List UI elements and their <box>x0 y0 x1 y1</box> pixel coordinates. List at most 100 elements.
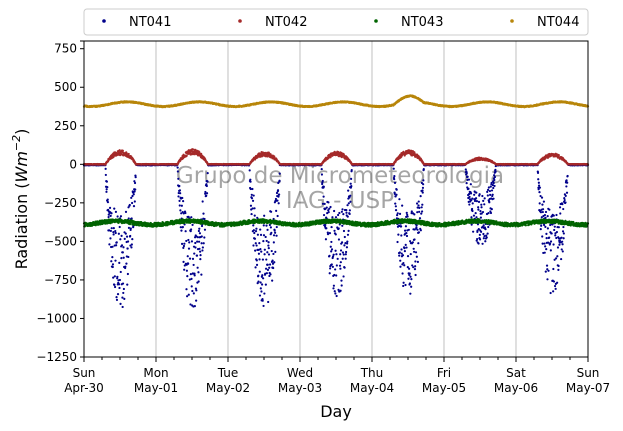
data-point-nt041 <box>393 175 396 178</box>
legend-marker-nt041 <box>102 19 106 23</box>
data-point-nt041 <box>399 265 402 268</box>
data-point-nt041 <box>546 268 549 271</box>
data-point-nt041 <box>464 168 467 171</box>
data-point-nt041 <box>344 253 347 256</box>
plot-series <box>82 94 590 309</box>
data-point-nt041 <box>187 247 191 250</box>
data-point-nt041 <box>342 229 346 233</box>
data-point-nt041 <box>124 210 128 213</box>
data-point-nt041 <box>176 170 179 173</box>
data-point-nt041 <box>324 223 327 227</box>
data-point-nt041 <box>201 200 204 203</box>
data-point-nt041 <box>346 240 349 243</box>
data-point-nt041 <box>549 223 552 227</box>
data-point-nt041 <box>412 266 415 269</box>
data-point-nt041 <box>483 203 486 206</box>
data-point-nt041 <box>392 167 395 170</box>
data-point-nt041 <box>393 192 396 195</box>
data-point-nt041 <box>334 249 337 252</box>
data-point-nt041 <box>401 272 404 275</box>
data-point-nt041 <box>394 205 397 208</box>
data-point-nt041 <box>476 237 479 241</box>
data-point-nt041 <box>408 272 411 275</box>
data-point-nt041 <box>328 232 332 235</box>
data-point-nt041 <box>413 250 416 253</box>
data-point-nt041 <box>188 257 192 260</box>
data-point-nt041 <box>546 227 549 230</box>
data-point-nt041 <box>421 210 424 213</box>
data-point-nt041 <box>105 180 108 183</box>
data-point-nt041 <box>259 248 262 251</box>
data-point-nt041 <box>493 178 496 182</box>
data-point-nt041 <box>188 241 191 244</box>
data-point-nt041 <box>554 234 557 237</box>
data-point-nt041 <box>270 249 273 253</box>
data-point-nt041 <box>321 179 324 183</box>
data-point-nt041 <box>259 281 262 284</box>
data-point-nt041 <box>178 204 181 207</box>
data-point-nt041 <box>406 266 409 269</box>
data-point-nt042 <box>273 155 276 158</box>
data-point-nt041 <box>262 234 266 237</box>
data-point-nt042 <box>557 154 560 157</box>
data-point-nt041 <box>264 283 267 286</box>
data-point-nt041 <box>477 208 480 211</box>
data-point-nt041 <box>259 287 262 290</box>
data-point-nt041 <box>475 191 478 194</box>
data-point-nt041 <box>134 188 137 191</box>
data-point-nt041 <box>193 272 196 275</box>
data-point-nt042 <box>121 149 124 152</box>
data-point-nt041 <box>335 264 338 267</box>
data-point-nt041 <box>487 225 490 229</box>
data-point-nt041 <box>111 263 115 266</box>
watermark-line-1: Grupo de Micrometeorologia <box>176 163 504 189</box>
data-point-nt041 <box>413 238 416 241</box>
data-point-nt041 <box>482 232 485 236</box>
data-point-nt041 <box>552 243 555 246</box>
data-point-nt041 <box>335 253 338 256</box>
data-point-nt041 <box>409 240 412 243</box>
data-point-nt041 <box>413 267 417 271</box>
data-point-nt041 <box>482 199 485 202</box>
data-point-nt041 <box>192 263 195 267</box>
data-point-nt041 <box>537 184 541 187</box>
data-point-nt041 <box>554 257 558 260</box>
data-point-nt041 <box>336 257 339 260</box>
data-point-nt041 <box>193 274 196 277</box>
data-point-nt041 <box>116 293 120 296</box>
data-point-nt041 <box>128 203 131 207</box>
data-point-nt041 <box>402 281 405 284</box>
data-point-nt041 <box>115 244 118 247</box>
data-point-nt041 <box>417 200 420 203</box>
data-point-nt041 <box>187 293 190 296</box>
data-point-nt041 <box>112 276 115 279</box>
data-point-nt041 <box>475 200 479 203</box>
data-point-nt041 <box>492 197 495 200</box>
data-point-nt041 <box>129 227 132 230</box>
data-point-nt041 <box>553 228 556 232</box>
data-point-nt041 <box>400 234 403 237</box>
data-point-nt041 <box>493 184 496 188</box>
data-point-nt041 <box>120 244 124 247</box>
data-point-nt041 <box>341 224 344 227</box>
data-point-nt041 <box>537 178 540 181</box>
data-point-nt041 <box>329 245 332 248</box>
data-point-nt041 <box>123 297 126 300</box>
data-point-nt041 <box>179 209 182 212</box>
legend-label-nt044: NT044 <box>537 15 579 30</box>
data-point-nt041 <box>416 260 419 263</box>
data-point-nt041 <box>254 266 257 269</box>
data-point-nt041 <box>181 225 185 229</box>
data-point-nt041 <box>178 184 181 188</box>
data-point-nt041 <box>178 189 182 192</box>
data-point-nt041 <box>487 212 490 215</box>
data-point-nt041 <box>481 194 484 198</box>
data-point-nt041 <box>111 245 114 248</box>
data-point-nt041 <box>493 174 496 177</box>
data-point-nt041 <box>404 283 407 287</box>
data-point-nt041 <box>115 298 119 301</box>
data-point-nt041 <box>539 228 542 231</box>
data-point-nt041 <box>403 264 406 267</box>
